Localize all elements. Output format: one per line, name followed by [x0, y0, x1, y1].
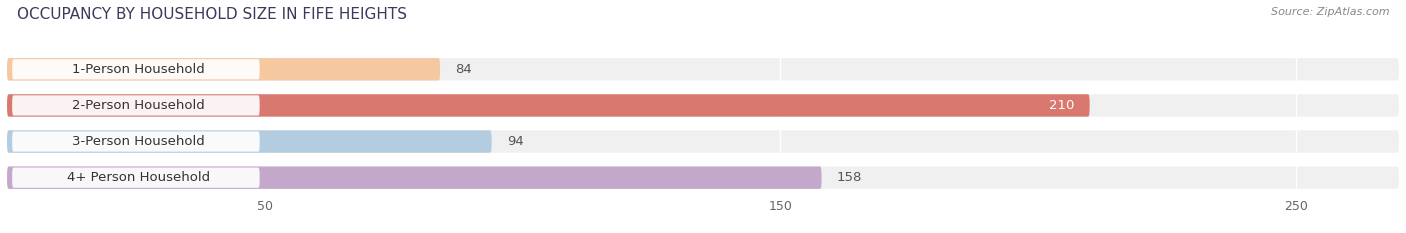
Text: 3-Person Household: 3-Person Household [72, 135, 205, 148]
FancyBboxPatch shape [7, 166, 1399, 189]
FancyBboxPatch shape [13, 95, 260, 116]
FancyBboxPatch shape [7, 130, 1399, 153]
FancyBboxPatch shape [7, 130, 492, 153]
Text: 2-Person Household: 2-Person Household [72, 99, 205, 112]
FancyBboxPatch shape [7, 94, 1399, 117]
Text: 94: 94 [508, 135, 524, 148]
Text: OCCUPANCY BY HOUSEHOLD SIZE IN FIFE HEIGHTS: OCCUPANCY BY HOUSEHOLD SIZE IN FIFE HEIG… [17, 7, 406, 22]
FancyBboxPatch shape [7, 58, 1399, 81]
Text: 210: 210 [1049, 99, 1074, 112]
FancyBboxPatch shape [7, 58, 440, 81]
Text: Source: ZipAtlas.com: Source: ZipAtlas.com [1271, 7, 1389, 17]
Text: 158: 158 [837, 171, 862, 184]
FancyBboxPatch shape [7, 166, 821, 189]
Text: 4+ Person Household: 4+ Person Household [67, 171, 209, 184]
Text: 84: 84 [456, 63, 472, 76]
FancyBboxPatch shape [13, 168, 260, 188]
FancyBboxPatch shape [7, 94, 1090, 117]
FancyBboxPatch shape [13, 59, 260, 79]
Text: 1-Person Household: 1-Person Household [72, 63, 205, 76]
FancyBboxPatch shape [13, 131, 260, 152]
